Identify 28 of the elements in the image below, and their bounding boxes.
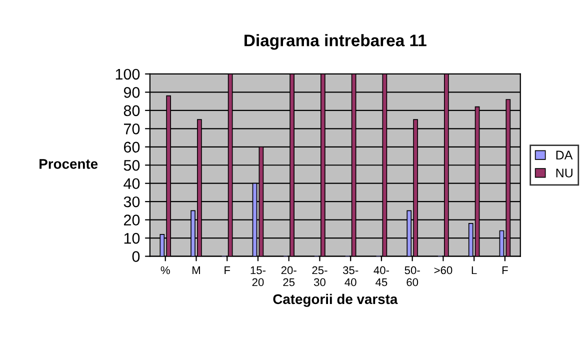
x-tick-label: 40- 45	[374, 266, 389, 286]
y-axis-title: Procente	[40, 159, 98, 169]
chart-title: Diagrama intrebarea 11	[244, 34, 426, 50]
y-tick-label: 70	[124, 124, 140, 134]
x-tick-label: 20- 25	[281, 266, 296, 286]
y-tick-label: 100	[116, 68, 140, 80]
x-tick-label: L	[472, 266, 477, 274]
y-tick-label: 30	[124, 196, 140, 208]
x-tick-label: 15- 20	[250, 266, 266, 286]
y-tick-label: 50	[124, 160, 140, 171]
x-tick-label: F	[224, 266, 230, 274]
x-tick-label: 25- 30	[312, 266, 328, 286]
y-tick-label: 60	[124, 142, 140, 153]
legend-label: NU	[556, 168, 572, 178]
legend-label: DA	[556, 150, 573, 160]
y-tick-label: 20	[124, 214, 140, 226]
x-tick-label: M	[192, 266, 200, 274]
x-tick-label: %	[160, 266, 170, 274]
y-tick-label: 80	[124, 105, 140, 116]
x-tick-label: 35- 40	[342, 266, 358, 286]
y-tick-label: 90	[124, 87, 140, 98]
y-tick-label: 40	[124, 178, 140, 190]
x-tick-label: 50- 60	[404, 266, 420, 286]
x-tick-label: F	[502, 266, 508, 274]
x-tick-label: >60	[434, 266, 452, 274]
y-tick-label: 10	[124, 232, 140, 244]
x-axis-title: Categorii de varsta	[273, 294, 398, 307]
y-tick-label: 0	[132, 251, 140, 262]
